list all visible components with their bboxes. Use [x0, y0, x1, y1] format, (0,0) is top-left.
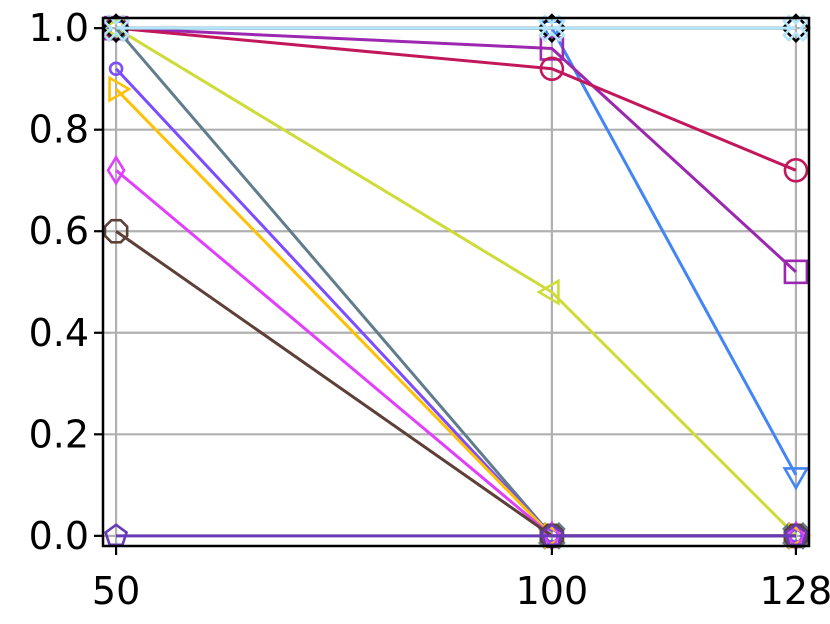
plot-frame [101, 16, 811, 548]
data-point-marker [783, 158, 809, 183]
data-point [783, 158, 809, 183]
data-point-marker [538, 14, 566, 42]
data-point [106, 154, 126, 186]
data-point-marker [782, 467, 810, 491]
y-tick-labels: 0.0 0.2 0.4 0.6 0.8 1.0 [29, 6, 89, 558]
data-point [108, 61, 124, 77]
x-tick-label: 50 [92, 569, 140, 613]
data-point-marker [783, 259, 809, 285]
series-line [116, 26, 797, 273]
data-point [539, 56, 565, 82]
data-point-marker [108, 75, 132, 103]
x-tick-labels: 50 100 128 [92, 569, 830, 613]
data-point [538, 14, 566, 42]
x-tick-label: 128 [760, 569, 830, 613]
y-tick-label: 0.2 [29, 412, 89, 456]
data-point [536, 278, 560, 306]
x-tick-label: 100 [516, 569, 589, 613]
data-point [103, 218, 129, 244]
y-tick-label: 1.0 [29, 6, 89, 50]
data-point-marker [106, 154, 126, 186]
tick-marks [94, 27, 798, 555]
series-line [115, 26, 797, 172]
data-point-marker [539, 56, 565, 82]
y-tick-label: 0.4 [29, 311, 89, 355]
data-point [108, 75, 132, 103]
y-tick-label: 0.0 [29, 514, 89, 558]
series-line [115, 26, 797, 537]
data-point [782, 467, 810, 491]
y-tick-label: 0.8 [29, 108, 89, 152]
data-point [783, 259, 809, 285]
data-point [539, 36, 565, 61]
data-point-marker [536, 278, 560, 306]
data-point-marker [103, 218, 129, 244]
data-point-marker [539, 36, 565, 61]
data-point-marker [108, 61, 124, 77]
y-tick-label: 0.6 [29, 209, 89, 253]
